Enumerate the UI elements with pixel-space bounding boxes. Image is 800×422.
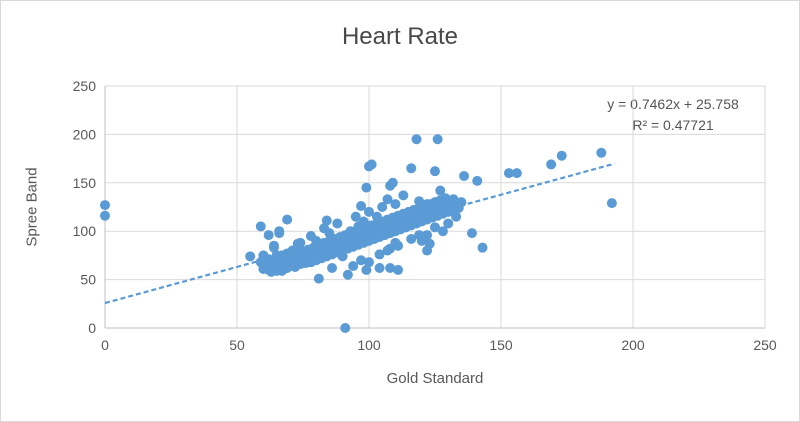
scatter-point	[546, 159, 557, 170]
y-tick-label: 50	[80, 272, 96, 288]
scatter-point	[321, 215, 332, 226]
trendline-label: y = 0.7462x + 25.758 R² = 0.47721	[567, 94, 779, 136]
scatter-point	[511, 168, 522, 179]
scatter-point	[406, 163, 417, 174]
scatter-point	[324, 228, 335, 239]
scatter-point	[387, 177, 398, 188]
scatter-point	[459, 171, 470, 182]
trendline-equation: y = 0.7462x + 25.758	[607, 96, 739, 112]
scatter-point	[100, 210, 110, 221]
scatter-point	[311, 235, 322, 246]
scatter-point	[606, 198, 617, 209]
x-tick-label: 50	[229, 337, 245, 353]
x-tick-label: 150	[489, 337, 513, 353]
scatter-point	[503, 168, 514, 179]
scatter-point	[382, 194, 393, 205]
scatter-point	[390, 237, 401, 248]
scatter-point	[255, 221, 266, 232]
scatter-point	[406, 233, 417, 244]
scatter-point	[451, 211, 462, 222]
scatter-point	[398, 190, 409, 201]
scatter-point	[371, 211, 382, 222]
x-axis-title: Gold Standard	[386, 370, 484, 387]
y-axis-title: Spree Band	[23, 167, 41, 247]
scatter-point	[472, 175, 483, 186]
scatter-point	[466, 228, 477, 239]
scatter-point	[477, 242, 488, 253]
scatter-point	[437, 226, 448, 237]
trendline-r-squared: R² = 0.47721	[632, 117, 714, 133]
scatter-point	[313, 273, 324, 284]
scatter-point	[414, 230, 425, 241]
x-tick-label: 0	[101, 337, 109, 353]
scatter-point	[422, 230, 433, 241]
scatter-point	[274, 226, 285, 237]
scatter-point	[366, 159, 377, 170]
x-tick-label: 100	[357, 337, 381, 353]
scatter-point	[364, 257, 374, 268]
scatter-point	[350, 211, 361, 222]
scatter-point	[327, 262, 338, 273]
scatter-point	[337, 251, 348, 262]
y-tick-label: 200	[73, 126, 97, 142]
scatter-point	[356, 201, 367, 212]
scatter-point	[245, 251, 256, 262]
scatter-point	[374, 262, 385, 273]
scatter-point	[556, 150, 567, 161]
scatter-point	[348, 261, 359, 272]
scatter-point	[268, 240, 279, 251]
scatter-point	[295, 237, 306, 248]
y-tick-label: 100	[73, 223, 97, 239]
scatter-point	[430, 166, 440, 177]
scatter-point	[356, 255, 367, 266]
scatter-point	[364, 206, 374, 217]
scatter-point	[342, 269, 353, 280]
scatter-point	[385, 262, 396, 273]
scatter-point	[282, 214, 293, 225]
scatter-point	[340, 323, 351, 333]
y-tick-label: 150	[73, 175, 97, 191]
scatter-point	[358, 216, 369, 227]
scatter-point	[361, 182, 372, 193]
y-tick-label: 0	[88, 320, 96, 336]
trendline	[104, 162, 615, 305]
scatter-point	[377, 202, 388, 212]
y-tick-label: 250	[73, 78, 97, 94]
scatter-point	[596, 147, 607, 158]
scatter-point	[332, 218, 343, 229]
scatter-point	[432, 134, 443, 145]
scatter-point	[443, 218, 454, 229]
scatter-point	[393, 264, 404, 275]
scatter-point	[424, 238, 435, 249]
scatter-point	[263, 230, 274, 241]
x-tick-label: 250	[753, 337, 777, 353]
scatter-point	[100, 200, 110, 211]
chart-title: Heart Rate	[341, 23, 459, 50]
scatter-point	[361, 264, 372, 275]
x-tick-label: 200	[621, 337, 645, 353]
scatter-point	[374, 249, 385, 260]
scatter-point	[411, 134, 422, 145]
scatter-point	[430, 222, 440, 233]
scatter-point	[435, 185, 446, 196]
scatter-point	[390, 199, 401, 210]
